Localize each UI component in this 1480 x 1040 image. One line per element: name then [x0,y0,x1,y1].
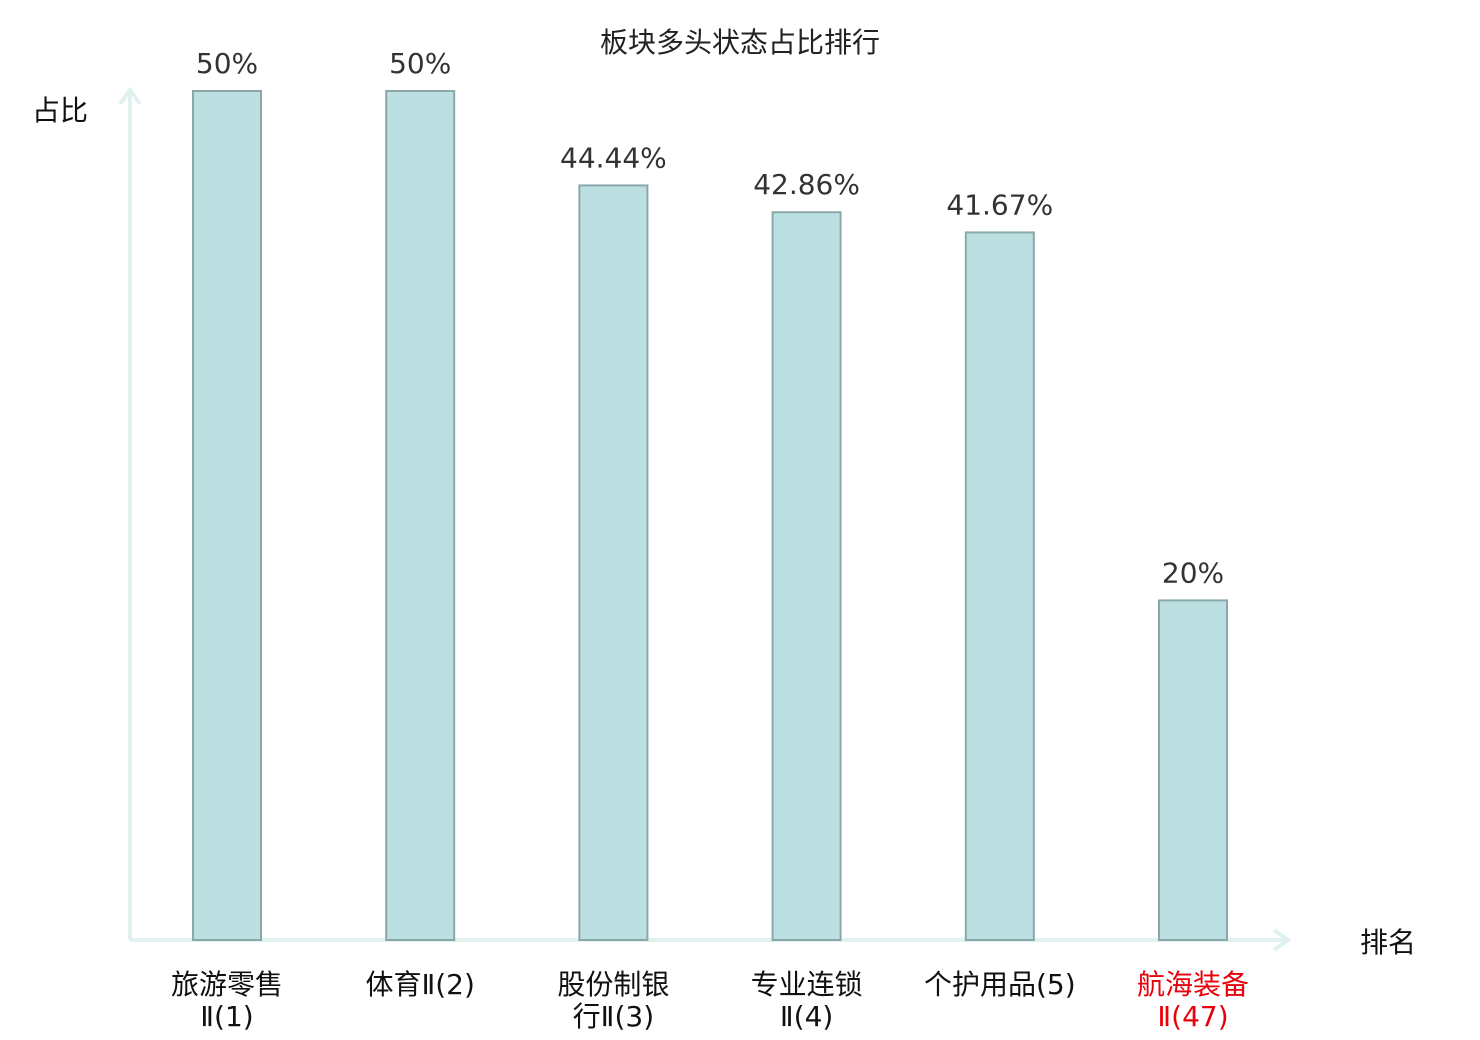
bar [192,90,262,941]
x-tick-label: 股份制银 [557,968,669,1001]
data-label: 44.44% [560,141,667,174]
x-tick-label: 旅游零售 [171,968,283,1001]
x-tick-label: 个护用品(5) [924,968,1076,1001]
x-tick-label: 航海装备 [1137,968,1249,1001]
bar [771,211,842,942]
bar [385,90,456,941]
bar [1158,599,1228,942]
data-label: 41.67% [946,188,1053,221]
x-tick-label-line2: Ⅱ(47) [1157,1000,1228,1033]
x-tick-label: 专业连锁 [751,968,863,1001]
y-axis-label: 占比 [32,94,88,127]
x-axis-label: 排名 [1360,926,1416,959]
x-tick-label: 体育Ⅱ(2) [365,968,474,1001]
data-label: 50% [389,47,451,80]
y-axis-arrow [118,86,142,106]
bar [964,231,1035,941]
bar [578,184,649,941]
x-tick-label-line2: Ⅱ(4) [780,1000,833,1033]
data-label: 50% [196,47,258,80]
x-axis-arrow [1272,928,1292,952]
chart-title: 板块多头状态占比排行 [600,26,880,59]
x-tick-label-line2: 行Ⅱ(3) [573,1000,654,1033]
axes [118,86,1292,952]
data-label: 20% [1162,556,1224,589]
data-label: 42.86% [753,168,860,201]
x-tick-label-line2: Ⅱ(1) [200,1000,253,1033]
